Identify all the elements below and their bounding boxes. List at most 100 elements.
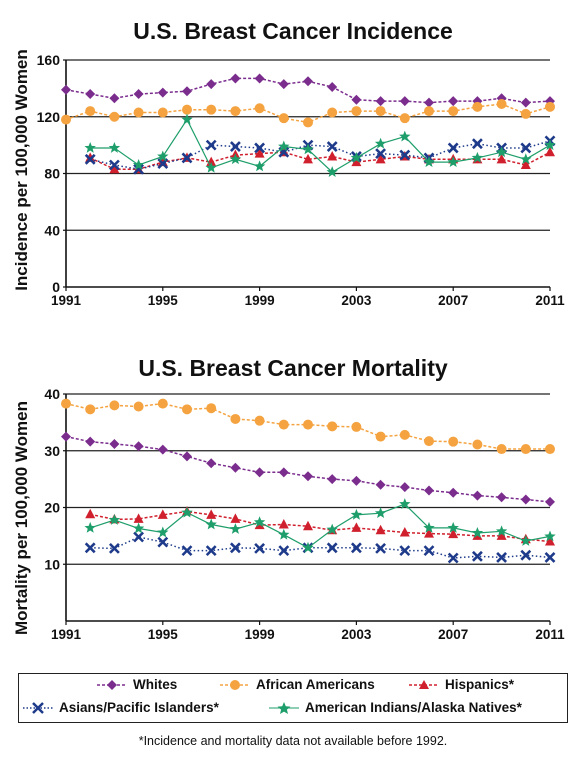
mortality-point-whites xyxy=(206,458,217,469)
mortality-point-american-indians-alaska-natives xyxy=(471,527,484,538)
mortality-point-hispanics xyxy=(399,526,410,537)
incidence-point-african-americans xyxy=(182,104,192,115)
mortality-point-asians-pacific-islanders xyxy=(326,542,338,554)
incidence-point-hispanics xyxy=(496,153,507,164)
triangle-icon xyxy=(409,679,439,689)
incidence-point-whites xyxy=(351,94,362,105)
incidence-point-asians-pacific-islanders xyxy=(84,153,96,165)
incidence-point-african-americans xyxy=(61,114,71,125)
mortality-x-tick-label: 2011 xyxy=(535,627,565,642)
incidence-y-tick-label: 40 xyxy=(44,222,60,238)
legend-item-asians: Asians/Pacific Islanders* xyxy=(23,700,219,715)
mortality-point-asians-pacific-islanders xyxy=(157,536,169,548)
incidence-point-american-indians-alaska-natives xyxy=(253,160,266,172)
mortality-point-asians-pacific-islanders xyxy=(205,545,217,557)
incidence-point-african-americans xyxy=(375,106,386,117)
mortality-point-african-americans xyxy=(472,439,483,450)
mortality-point-whites xyxy=(351,475,362,486)
footnote: *Incidence and mortality data not availa… xyxy=(138,734,448,748)
incidence-point-african-americans xyxy=(254,103,265,114)
incidence-point-african-americans xyxy=(424,106,434,117)
legend-row-1: Whites African Americans Hispanics* xyxy=(19,677,567,699)
mortality-point-whites xyxy=(424,485,434,496)
mortality-point-asians-pacific-islanders xyxy=(471,550,483,562)
mortality-point-whites xyxy=(545,496,555,507)
incidence-point-hispanics xyxy=(520,159,531,169)
diamond-icon xyxy=(97,679,127,690)
mortality-point-african-americans xyxy=(399,429,410,440)
mortality-point-african-americans xyxy=(278,419,289,430)
mortality-point-hispanics xyxy=(85,508,96,519)
mortality-point-asians-pacific-islanders xyxy=(254,542,266,554)
incidence-point-african-americans xyxy=(206,104,217,115)
mortality-point-american-indians-alaska-natives xyxy=(423,521,435,533)
incidence-y-tick-label: 80 xyxy=(44,166,60,182)
incidence-point-african-americans xyxy=(545,101,555,112)
incidence-chart-title: U.S. Breast Cancer Incidence xyxy=(133,18,453,44)
mortality-point-whites xyxy=(85,436,96,447)
mortality-x-tick-label: 1999 xyxy=(245,627,275,642)
incidence-point-american-indians-alaska-natives xyxy=(423,156,435,167)
incidence-point-whites xyxy=(303,76,313,87)
legend: Whites African Americans Hispanics* Asia… xyxy=(18,673,568,723)
incidence-point-american-indians-alaska-natives xyxy=(374,137,387,149)
mortality-point-african-americans xyxy=(61,398,71,409)
legend-item-whites: Whites xyxy=(97,677,177,692)
incidence-point-whites xyxy=(133,89,144,100)
incidence-point-african-americans xyxy=(496,98,507,109)
incidence-point-hispanics xyxy=(303,153,313,164)
legend-label-hispanics: Hispanics* xyxy=(445,677,515,692)
mortality-point-whites xyxy=(448,487,459,498)
incidence-point-african-americans xyxy=(109,111,120,122)
incidence-point-american-indians-alaska-natives xyxy=(132,158,145,170)
mortality-point-african-americans xyxy=(375,431,386,442)
mortality-y-tick-label: 30 xyxy=(44,443,60,459)
mortality-point-hispanics xyxy=(303,520,313,531)
mortality-point-hispanics xyxy=(424,528,434,538)
mortality-point-african-americans xyxy=(157,398,168,409)
mortality-point-african-americans xyxy=(182,404,192,415)
incidence-point-whites xyxy=(206,79,217,90)
incidence-y-tick-label: 120 xyxy=(37,109,61,125)
incidence-point-american-indians-alaska-natives xyxy=(544,139,556,150)
mortality-point-american-indians-alaska-natives xyxy=(302,541,314,553)
legend-row-2: Asians/Pacific Islanders* American India… xyxy=(19,700,567,722)
incidence-point-american-indians-alaska-natives xyxy=(108,141,121,153)
mortality-x-tick-label: 1995 xyxy=(148,627,179,642)
incidence-point-american-indians-alaska-natives xyxy=(350,151,363,163)
incidence-point-hispanics xyxy=(254,148,265,158)
star-icon xyxy=(269,701,299,714)
incidence-point-whites xyxy=(61,84,71,95)
mortality-point-african-americans xyxy=(496,444,507,455)
mortality-point-american-indians-alaska-natives xyxy=(544,530,556,542)
mortality-point-asians-pacific-islanders xyxy=(520,549,532,561)
incidence-point-whites xyxy=(157,87,168,98)
mortality-point-hispanics xyxy=(157,509,168,519)
mortality-point-american-indians-alaska-natives xyxy=(495,525,508,537)
incidence-point-african-americans xyxy=(157,107,168,118)
mortality-point-whites xyxy=(278,467,289,478)
incidence-point-american-indians-alaska-natives xyxy=(520,153,532,165)
mortality-point-hispanics xyxy=(375,524,386,535)
incidence-series-line-asians-pacific-islanders xyxy=(90,140,551,170)
incidence-point-asians-pacific-islanders xyxy=(229,141,241,152)
mortality-point-hispanics xyxy=(206,509,217,519)
mortality-point-whites xyxy=(157,444,168,455)
mortality-point-asians-pacific-islanders xyxy=(133,531,145,543)
legend-label-whites: Whites xyxy=(133,677,178,692)
mortality-point-asians-pacific-islanders xyxy=(108,542,120,554)
incidence-point-asians-pacific-islanders xyxy=(326,141,338,152)
incidence-point-african-americans xyxy=(85,106,96,117)
mortality-chart-title: U.S. Breast Cancer Mortality xyxy=(138,355,448,381)
mortality-point-american-indians-alaska-natives xyxy=(520,534,532,546)
incidence-point-american-indians-alaska-natives xyxy=(181,113,193,125)
incidence-point-african-americans xyxy=(448,106,459,117)
incidence-point-african-americans xyxy=(520,108,531,119)
mortality-point-american-indians-alaska-natives xyxy=(205,518,217,530)
incidence-point-african-americans xyxy=(230,106,241,117)
incidence-point-hispanics xyxy=(85,152,96,162)
mortality-point-asians-pacific-islanders xyxy=(84,542,96,554)
x-mark-icon xyxy=(23,701,53,714)
incidence-point-african-americans xyxy=(133,107,144,118)
mortality-point-asians-pacific-islanders xyxy=(496,552,508,563)
